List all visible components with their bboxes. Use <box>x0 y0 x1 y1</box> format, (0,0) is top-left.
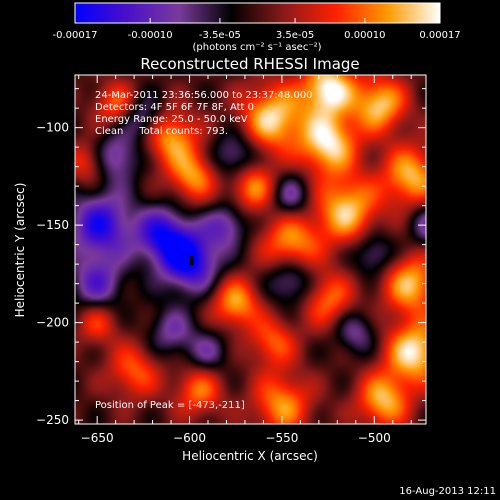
y-axis-label: Heliocentric Y (arcsec) <box>13 183 27 318</box>
annotation-energy-range: Energy Range: 25.0 - 50.0 keV <box>95 114 248 125</box>
colorbar-tick-label: 0.00010 <box>344 30 385 41</box>
x-tick-label: −600 <box>173 431 206 445</box>
y-tick-label: −250 <box>36 413 69 427</box>
x-tick-label: −650 <box>81 431 114 445</box>
x-axis-label: Heliocentric X (arcsec) <box>182 449 318 463</box>
annotation-clean-counts: Clean Total counts: 793. <box>95 126 228 137</box>
annotation-time-range: 24-Mar-2011 23:36:56.000 to 23:37:48.000 <box>95 90 313 101</box>
colorbar-tick-label: -0.00017 <box>53 30 98 41</box>
colorbar-tick-label: -3.5e-05 <box>199 30 241 41</box>
chart-title: Reconstructed RHESSI Image <box>140 55 359 73</box>
plot-timestamp: 16-Aug-2013 12:11 <box>399 486 496 497</box>
y-tick-label: −150 <box>36 218 69 232</box>
colorbar-ticks: -0.00017 -0.00010 -3.5e-05 3.5e-05 0.00010 0.… <box>53 18 461 41</box>
y-tick-label: −200 <box>36 316 69 330</box>
x-tick-label: −500 <box>358 431 391 445</box>
minimum-marker <box>189 256 194 266</box>
colorbar <box>74 2 441 24</box>
colorbar-tick-label: -0.00010 <box>128 30 173 41</box>
x-tick-label: −550 <box>265 431 298 445</box>
heatmap-image <box>75 75 426 424</box>
plot-annotations: 24-Mar-2011 23:36:56.000 to 23:37:48.000… <box>95 90 313 411</box>
colorbar-tick-label: 3.5e-05 <box>276 30 314 41</box>
annotation-detectors: Detectors: 4F 5F 6F 7F 8F, Att 0 <box>95 102 254 113</box>
peak-position-label: Position of Peak = [-473,-211] <box>95 400 245 411</box>
colorbar-unit-label: (photons cm⁻² s⁻¹ asec⁻²) <box>192 42 321 53</box>
plot-frame <box>74 74 427 425</box>
y-tick-label: −100 <box>36 121 69 135</box>
colorbar-tick-label: 0.00017 <box>419 30 460 41</box>
axis-ticks: −650 −600 −550 −500 −250 −200 −150 −100 <box>36 75 426 445</box>
